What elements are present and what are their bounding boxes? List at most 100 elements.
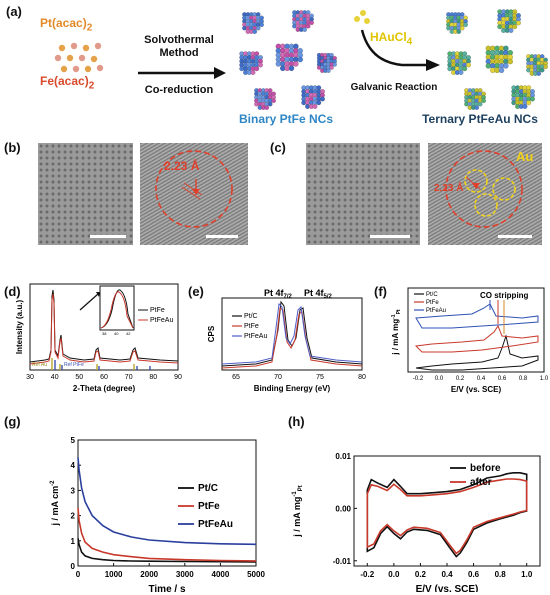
xps-ptfe-curve — [221, 307, 363, 369]
ternary-ptfeau-label: Ternary PtFeAu NCs — [422, 112, 538, 126]
plot-frame — [77, 439, 257, 567]
binary-cluster — [301, 85, 325, 109]
y-tick-label: 0.01 — [335, 452, 351, 461]
cv-ptc-curve — [415, 334, 539, 371]
co-stripping-chart: CO stripping Pt/C PtFe PtFeAu -0.2 0.0 0… — [391, 287, 549, 394]
galvanic-reaction-label: Galvanic Reaction — [350, 82, 438, 93]
binary-cluster — [275, 43, 303, 71]
solvothermal-label: Solvothermal — [144, 34, 214, 46]
y-tick-label: -0.01 — [333, 557, 352, 566]
pt-acac-text: Pt(acac) — [40, 16, 87, 30]
arrow-1 — [138, 67, 226, 79]
series-line-pt-c — [77, 538, 257, 563]
ternary-cluster — [497, 9, 521, 33]
lattice-spacing-label: 2.23 Å — [434, 183, 464, 194]
legend-label: Pt/C — [198, 483, 218, 494]
scale-bar — [498, 235, 532, 238]
peak-4f72-label: Pt 4f7/2 — [264, 288, 293, 300]
x-tick-label: -0.2 — [360, 570, 374, 579]
binary-cluster — [239, 51, 263, 75]
scale-bar — [206, 235, 238, 238]
legend-label: PtFeAu — [198, 519, 233, 530]
reference-sticks — [51, 358, 151, 370]
tick-80: 80 — [358, 374, 366, 381]
nanoparticle-texture — [38, 143, 133, 245]
xrd-ptfe-curve — [29, 289, 179, 363]
au-domain-label: Au — [516, 149, 534, 164]
tick-80: 80 — [149, 374, 157, 381]
binary-ptfe-clusters — [239, 10, 337, 110]
xps-ptc-curve — [221, 300, 363, 367]
tick-08: 0.8 — [519, 376, 528, 382]
co-reduction-label: Co-reduction — [144, 84, 214, 96]
peak-4f52-label: Pt 4f5/2 — [304, 288, 333, 300]
panel-g-label: (g) — [4, 414, 21, 429]
pt-acac-sub: 2 — [86, 22, 93, 34]
tick-30: 30 — [26, 374, 34, 381]
legend-ptfe: PtFe — [244, 323, 259, 330]
precursor-atoms — [54, 42, 104, 73]
cv-x-ticks: -0.2 0.0 0.2 0.4 0.6 0.8 1.0 — [413, 376, 549, 382]
pt-acac-label: Pt(acac)2 — [40, 16, 92, 33]
ternary-cluster — [446, 12, 468, 34]
tem-ptfe-hrtem: 2.23 Å — [140, 143, 248, 245]
ternary-ptfeau-clusters — [446, 9, 548, 110]
cv-x-axis-label: E/V (vs. SCE) — [451, 385, 502, 394]
xps-ptfeau-curve — [221, 302, 363, 365]
particle-outline — [155, 150, 233, 228]
legend-ptfe: PtFe — [426, 300, 439, 306]
ternary-cluster — [526, 54, 548, 76]
co-stripping-label: CO stripping — [480, 291, 529, 300]
tick-50: 50 — [75, 374, 83, 381]
ref-au-label: Ref Au — [32, 362, 47, 368]
xrd-inset-frame — [99, 285, 135, 331]
haucl4-sub: 4 — [406, 36, 413, 48]
tem-ptfeau-hrtem: 2.23 Å Au — [428, 143, 542, 245]
legend-label: PtFe — [198, 501, 220, 512]
tick-70: 70 — [274, 374, 282, 381]
scale-bar — [370, 235, 410, 238]
fe-acac-sub: 2 — [88, 80, 95, 92]
tick-06: 0.6 — [498, 376, 507, 382]
legend-ptfeau: PtFeAu — [426, 308, 446, 314]
binary-ptfe-label: Binary PtFe NCs — [238, 112, 334, 126]
scale-bar — [90, 235, 126, 238]
x-axis-label: E/V (vs. SCE) — [416, 584, 479, 592]
lattice-spacing-label: 2.23 Å — [164, 159, 200, 173]
panel-h-label: (h) — [288, 414, 305, 429]
x-tick-label: 0 — [76, 570, 81, 579]
legend-label: after — [470, 477, 492, 488]
chronoamperometry-chart: 0 1000 2000 3000 4000 5000 0 1 2 3 4 5 Pt/C PtFe PtFeA… — [50, 436, 265, 592]
xrd-x-axis-label: 2-Theta (degree) — [73, 384, 136, 393]
fe-acac-text: Fe(acac) — [40, 74, 89, 88]
x-axis-label: Time / s — [148, 584, 185, 592]
au-dots — [354, 10, 370, 24]
y-tick-label: 0.00 — [335, 504, 351, 513]
binary-cluster — [254, 88, 276, 110]
x-tick-label: 1.0 — [521, 570, 533, 579]
tick-90: 90 — [174, 374, 182, 381]
xps-chart: Pt 4f7/2 Pt 4f5/2 Pt/C PtFe PtFeAu 65 70… — [207, 288, 366, 393]
inset-tick-3: 42 — [126, 331, 131, 336]
tick-70: 70 — [125, 374, 133, 381]
x-tick-label: 4000 — [212, 570, 230, 579]
x-tick-label: 2000 — [140, 570, 158, 579]
binary-cluster — [242, 12, 264, 34]
cv-ptfeau-curve — [415, 303, 539, 329]
x-tick-label: 5000 — [247, 570, 265, 579]
series-line-ptfe — [77, 507, 257, 562]
xrd-chart: Ref Au Ref PtFe 38 40 42 PtFe PtFeAu 30 … — [15, 283, 182, 393]
x-tick-label: 0.2 — [415, 570, 427, 579]
x-tick-label: 0.8 — [495, 570, 507, 579]
panel-b-label: (b) — [4, 140, 21, 155]
series-line-before — [366, 472, 528, 558]
legend-ptfe: PtFe — [150, 307, 165, 314]
legend-ptc: Pt/C — [244, 313, 258, 320]
inset-tick-1: 38 — [102, 331, 107, 336]
binary-cluster — [292, 10, 314, 32]
ternary-cluster — [464, 88, 486, 110]
inset-tick-2: 40 — [114, 331, 119, 336]
ref-ptfe-label: Ref PtFe — [64, 362, 84, 368]
inset-pointer-arrow — [79, 293, 99, 311]
tick-02: 0.2 — [456, 376, 465, 382]
